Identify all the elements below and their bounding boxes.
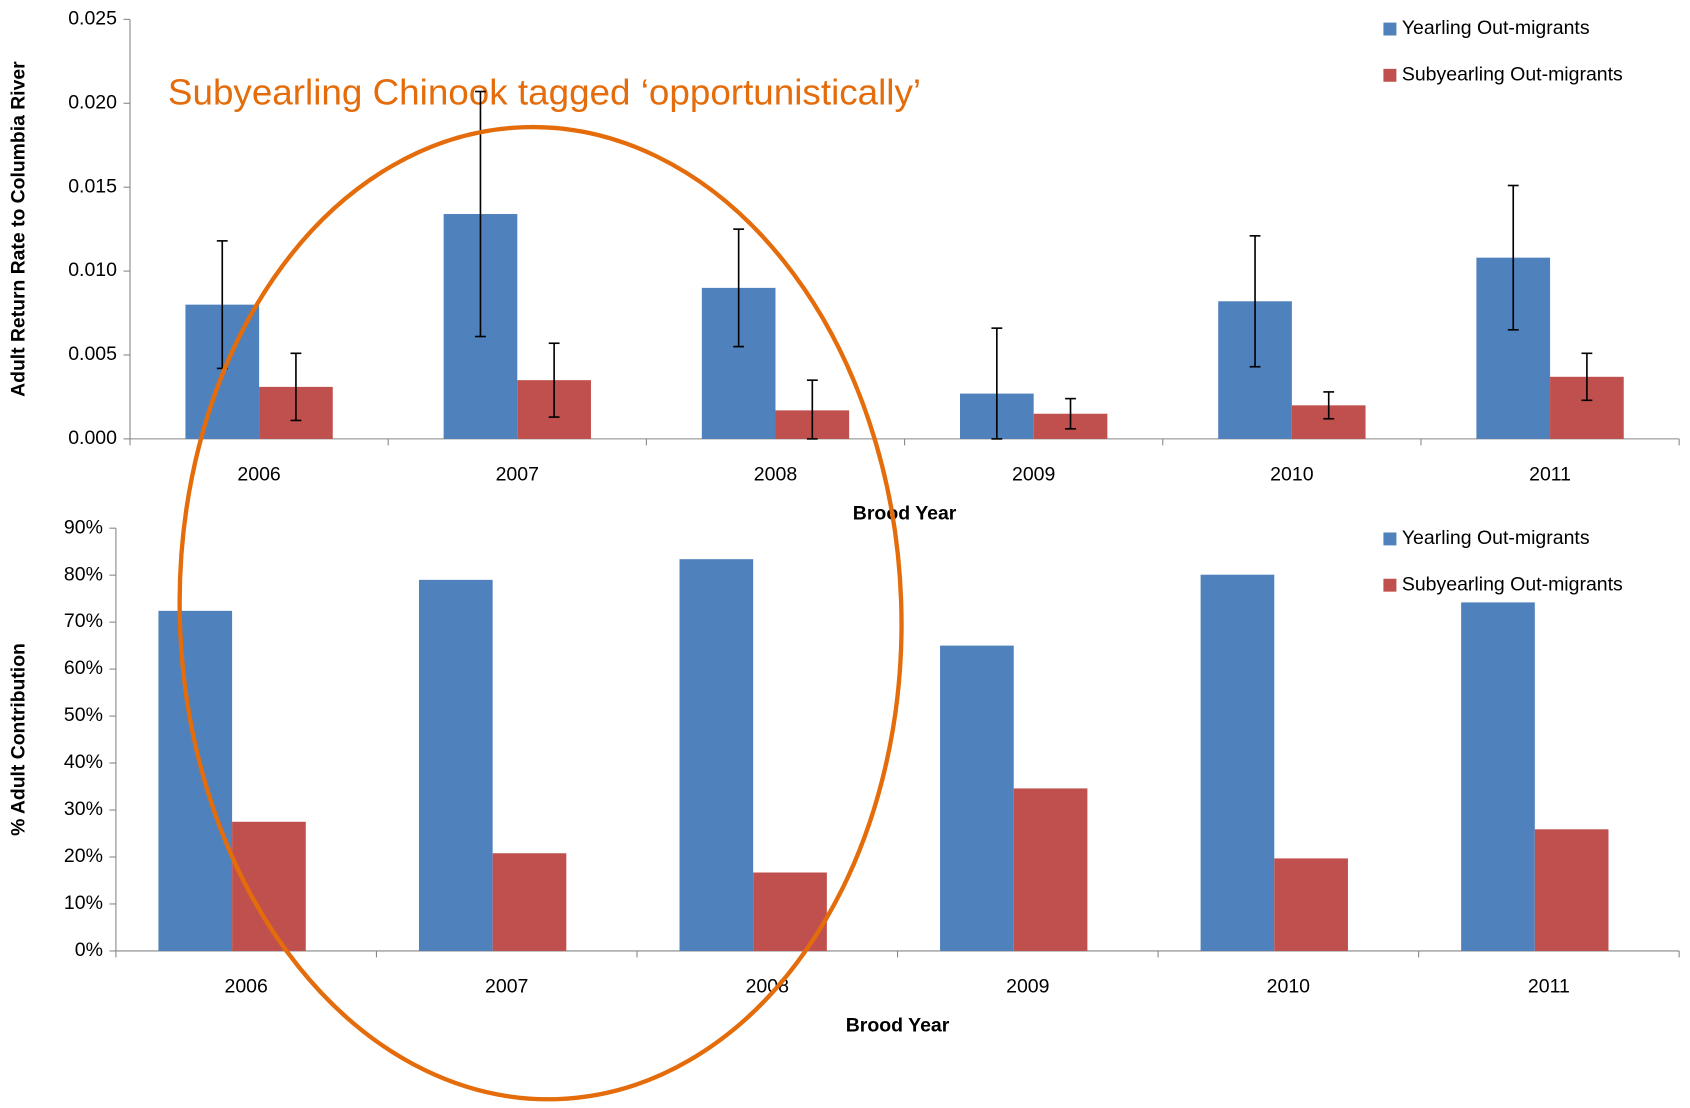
y-tick-label: 10% <box>64 892 103 914</box>
bar <box>492 853 567 951</box>
y-tick-label: 80% <box>64 563 103 585</box>
x-tick-label: 2011 <box>1528 976 1570 998</box>
y-tick-label: 0.010 <box>68 259 117 281</box>
x-tick-label: 2010 <box>1267 976 1311 998</box>
bar <box>1461 602 1535 951</box>
x-tick-label: 2009 <box>1012 464 1055 486</box>
x-tick-label: 2006 <box>225 976 268 998</box>
y-tick-label: 0% <box>75 939 103 961</box>
y-tick-label: 20% <box>64 845 103 867</box>
error-bar <box>548 342 560 418</box>
error-bar <box>1249 235 1261 368</box>
error-bar <box>1507 184 1519 331</box>
bar <box>940 645 1014 951</box>
bar <box>1013 788 1088 951</box>
bar <box>679 559 754 951</box>
y-tick-label: 70% <box>64 610 103 632</box>
bar <box>1274 858 1348 951</box>
x-axis-title: Brood Year <box>853 502 957 524</box>
legend-label: Subyearling Out-migrants <box>1402 573 1623 595</box>
y-tick-label: 40% <box>64 751 103 773</box>
x-tick-label: 2009 <box>1006 976 1049 998</box>
annotation: Subyearling Chinook tagged ‘opportunisti… <box>168 71 921 112</box>
x-tick-label: 2008 <box>746 976 789 998</box>
y-tick-label: 60% <box>64 657 103 679</box>
bar <box>158 610 233 951</box>
legend-label: Yearling Out-migrants <box>1402 527 1590 549</box>
bar <box>418 579 493 951</box>
x-tick-label: 2006 <box>237 464 280 486</box>
highlight-ellipse <box>177 124 904 1102</box>
legend-label: Subyearling Out-migrants <box>1402 63 1623 85</box>
x-tick-label: 2011 <box>1529 464 1571 486</box>
x-tick-label: 2007 <box>496 464 539 486</box>
bar <box>232 821 306 951</box>
bar <box>1534 829 1609 951</box>
error-bar <box>290 352 302 422</box>
error-bar <box>991 327 1003 440</box>
x-tick-label: 2008 <box>754 464 797 486</box>
bar <box>1200 574 1275 951</box>
error-bar <box>806 379 818 440</box>
error-bar <box>1581 352 1593 402</box>
y-tick-label: 0.000 <box>68 427 117 449</box>
legend-swatch <box>1383 22 1397 36</box>
y-axis-title: Adult Return Rate to Columbia River <box>8 61 30 397</box>
y-tick-label: 50% <box>64 704 103 726</box>
y-tick-label: 0.005 <box>68 343 117 365</box>
error-bar <box>733 228 745 348</box>
y-axis-title: % Adult Contribution <box>8 643 30 836</box>
y-tick-label: 0.025 <box>68 8 117 30</box>
x-tick-label: 2007 <box>485 976 528 998</box>
error-bar <box>1065 397 1076 430</box>
legend-swatch <box>1383 578 1397 592</box>
legend-swatch <box>1383 532 1397 546</box>
legend-swatch <box>1383 68 1397 82</box>
error-bar <box>1323 391 1335 420</box>
legend-label: Yearling Out-migrants <box>1402 17 1590 39</box>
y-tick-label: 30% <box>64 798 103 820</box>
x-tick-label: 2010 <box>1270 464 1314 486</box>
y-tick-label: 90% <box>64 516 103 538</box>
x-axis-title: Brood Year <box>846 1014 950 1036</box>
y-tick-label: 0.020 <box>68 91 117 113</box>
y-tick-label: 0.015 <box>68 175 117 197</box>
